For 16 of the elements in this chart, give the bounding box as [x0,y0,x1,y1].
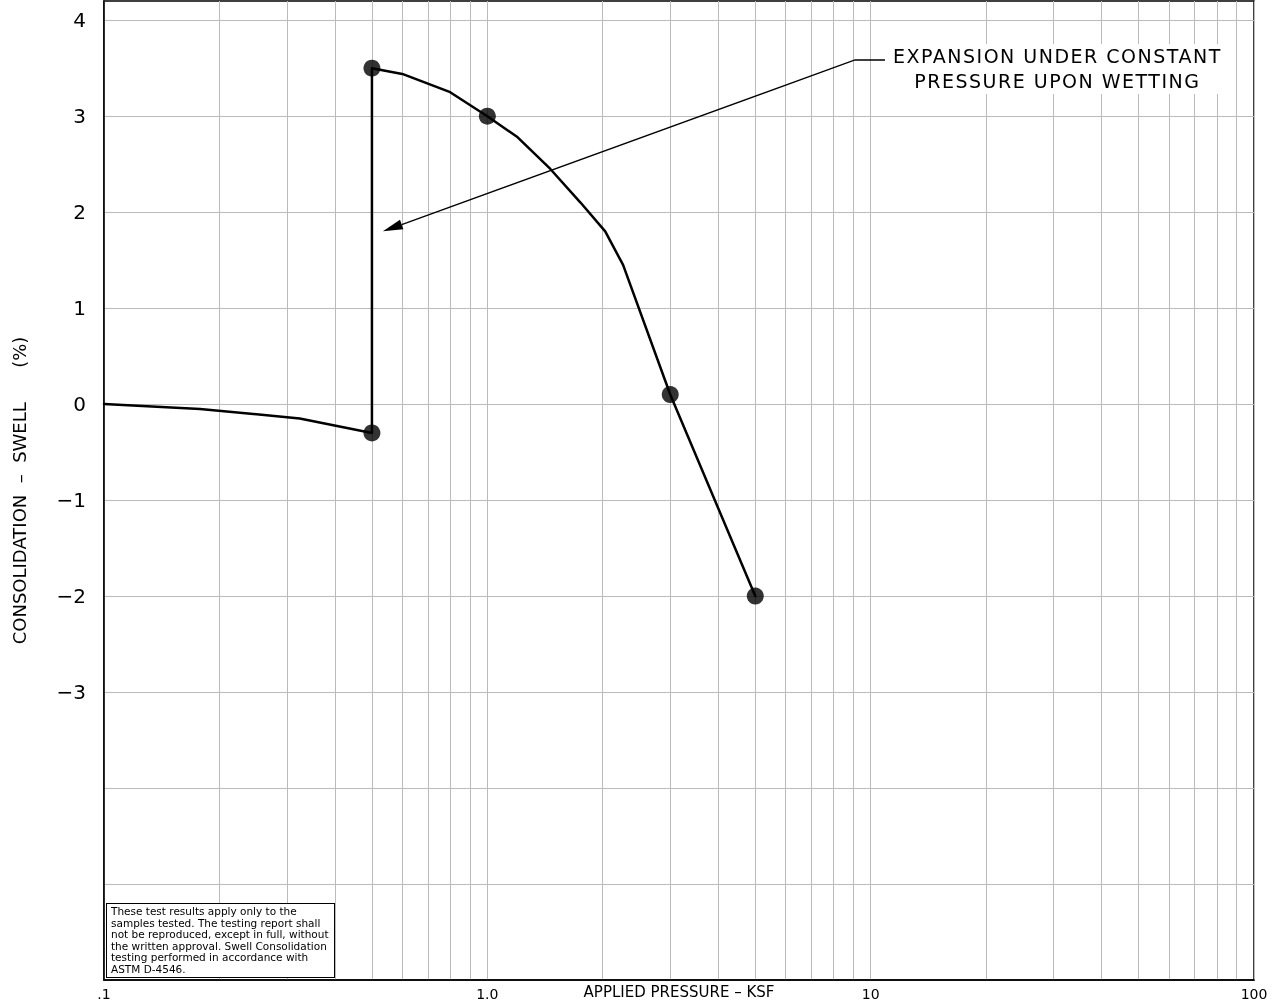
x-tick-label: 100 [1240,986,1268,1002]
y-tick-label: −2 [56,584,86,609]
x-axis-title: APPLIED PRESSURE – KSF [583,982,775,1001]
y-tick-label: 1 [73,296,86,321]
annotation: These test results apply only to the samples tested. The testing report shall not be reproduced, except in full, without the written approval. Swell Consolidation testing performed in accordance with ASTM D-4546. [106,903,335,978]
x-tick-label: .1 [97,986,111,1002]
y-tick-label: 0 [73,392,86,417]
y-tick-label: −3 [56,680,86,705]
y-tick-label: 3 [73,104,86,129]
x-tick-label: 10 [861,986,880,1002]
y-axis-title: CONSOLIDATION – SWELL (%) [8,336,30,645]
y-tick-label: −1 [56,488,86,513]
y-tick-label: 4 [73,8,86,33]
y-tick-label: 2 [73,200,86,225]
x-tick-label: 1.0 [476,986,499,1002]
annotation: EXPANSION UNDER CONSTANT PRESSURE UPON WETTING [885,44,1230,94]
